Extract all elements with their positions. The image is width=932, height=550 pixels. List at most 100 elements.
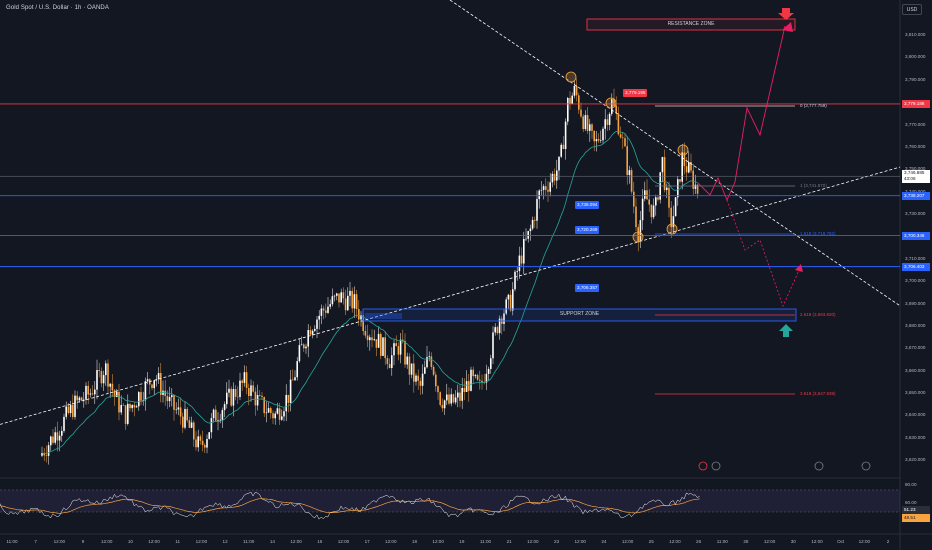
- candle-body: [461, 387, 463, 401]
- candle-body: [281, 416, 283, 420]
- ema-line: [41, 130, 698, 454]
- time-axis-tick: 26: [696, 539, 702, 544]
- time-axis-tick: 23: [553, 539, 560, 544]
- time-axis-tick: 12:00: [574, 539, 586, 544]
- candle-body: [474, 375, 477, 377]
- candle-body: [439, 392, 441, 405]
- candle-body: [503, 313, 505, 324]
- candle-body: [635, 206, 637, 228]
- time-axis-tick: 12:00: [385, 539, 397, 544]
- candle-body: [613, 99, 615, 106]
- candle-body: [245, 372, 248, 388]
- candle-body: [562, 144, 565, 150]
- candle-body: [58, 435, 61, 441]
- candle-body: [485, 373, 488, 383]
- bar-countdown: 43:06: [904, 176, 916, 182]
- price-axis-tick: 3,810.000: [905, 32, 926, 37]
- candle-body: [518, 255, 521, 272]
- candle-body: [276, 408, 279, 414]
- candle-body: [45, 455, 48, 456]
- candle-body: [644, 190, 646, 199]
- candle-body: [54, 432, 56, 443]
- candle-body: [545, 186, 547, 190]
- time-axis-tick: 12:00: [858, 539, 871, 544]
- candle-body: [476, 375, 479, 380]
- candle-body: [151, 384, 153, 389]
- time-axis-tick: 11:00: [479, 539, 492, 544]
- fib-level-label: 1 (3,741.870): [800, 183, 827, 188]
- candle-body: [43, 453, 45, 456]
- swing-point-marker: [632, 231, 644, 243]
- candle-body: [166, 395, 169, 402]
- candle-body: [199, 436, 202, 441]
- candle-body: [604, 119, 606, 129]
- candle-body: [311, 330, 314, 335]
- time-axis-tick: 12: [222, 539, 228, 544]
- time-axis-tick: 14: [269, 539, 275, 544]
- time-axis-tick: 24: [601, 539, 607, 544]
- candle-body: [683, 152, 686, 167]
- candle-body: [452, 394, 455, 403]
- candle-body: [677, 179, 679, 198]
- candle-body: [175, 409, 177, 411]
- candle-body: [248, 387, 250, 396]
- candle-body: [402, 339, 404, 341]
- price-level-tag: 3,738.207: [902, 191, 930, 200]
- candle-body: [408, 356, 411, 375]
- candle-body: [520, 255, 523, 264]
- candle-body: [201, 440, 204, 446]
- time-axis-tick: 10: [127, 539, 133, 544]
- candle-body: [388, 363, 391, 369]
- candle-body: [338, 293, 340, 303]
- candle-body: [300, 344, 303, 346]
- candle-body: [294, 377, 296, 381]
- descending-trendline: [449, 0, 901, 307]
- candle-body: [446, 394, 448, 401]
- candle-body: [61, 430, 63, 436]
- candle-body: [74, 395, 76, 417]
- price-axis-tick: 3,740.000: [905, 189, 925, 194]
- candle-body: [661, 157, 664, 173]
- candle-body: [272, 413, 274, 419]
- candle-body: [292, 379, 294, 381]
- candle-body: [591, 124, 593, 131]
- candle-body: [305, 346, 307, 349]
- time-axis-tick: 12:00: [669, 539, 681, 544]
- time-axis-tick: 12:00: [100, 539, 113, 544]
- candle-body: [371, 337, 373, 341]
- candle-body: [547, 189, 549, 192]
- candle-body: [314, 328, 316, 331]
- candle-body: [694, 184, 697, 189]
- candle-body: [76, 395, 78, 401]
- candle-body: [406, 356, 408, 365]
- forecast-arrow-head-down: [795, 264, 803, 272]
- candle-body: [582, 116, 584, 130]
- candle-body: [309, 330, 312, 335]
- buy-arrow-icon: [779, 324, 793, 337]
- price-axis-tick: 3,660.000: [905, 367, 926, 373]
- candle-body: [349, 290, 351, 296]
- swing-point-marker: [666, 223, 678, 235]
- candle-body: [650, 204, 653, 218]
- candle-body: [127, 403, 129, 424]
- candle-body: [230, 388, 232, 406]
- candle-body: [89, 393, 92, 395]
- price-level-tag: 3,706.403: [902, 262, 930, 271]
- currency-button[interactable]: USD: [902, 4, 922, 15]
- candle-body: [479, 379, 481, 381]
- candle-body: [285, 394, 287, 412]
- candle-body: [162, 390, 164, 395]
- candle-body: [523, 238, 525, 264]
- rsi-value-tag: 51.23: [902, 506, 930, 514]
- candle-body: [50, 436, 52, 446]
- candle-body: [69, 404, 72, 414]
- candle-body: [692, 170, 694, 189]
- time-axis-tick: 12:00: [621, 539, 634, 544]
- candle-body: [470, 369, 472, 391]
- candle-body: [111, 383, 114, 391]
- time-axis-tick: 12:00: [432, 539, 444, 544]
- candle-body: [421, 373, 424, 386]
- price-axis-tick: 3,730.000: [905, 211, 926, 217]
- candle-body: [116, 391, 118, 397]
